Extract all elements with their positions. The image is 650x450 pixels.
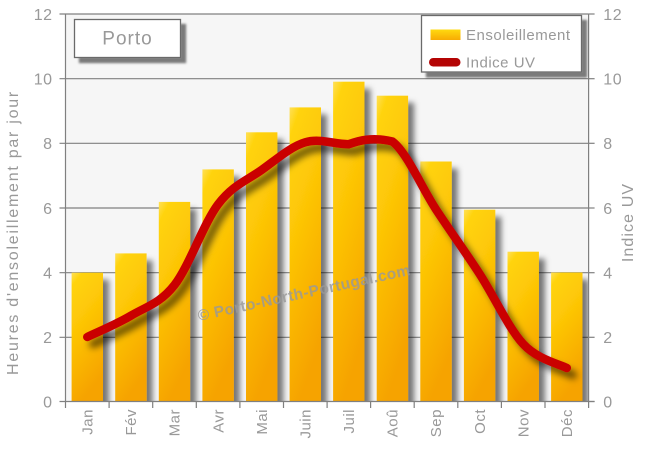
svg-text:4: 4 [603,266,612,283]
svg-text:12: 12 [34,7,53,24]
svg-text:2: 2 [43,330,52,347]
svg-text:Sep: Sep [428,409,445,437]
svg-text:Ensoleillement: Ensoleillement [466,27,571,44]
svg-text:Mai: Mai [254,409,271,435]
svg-text:Juil: Juil [341,409,358,434]
svg-text:8: 8 [43,136,52,153]
svg-text:Indice UV: Indice UV [466,55,536,72]
svg-text:Juin: Juin [298,409,315,439]
svg-text:Heures d'ensoleillement par jo: Heures d'ensoleillement par jour [5,90,22,375]
svg-text:2: 2 [603,330,612,347]
svg-text:12: 12 [603,7,622,24]
svg-text:Déc: Déc [559,409,576,437]
svg-text:Nov: Nov [515,409,532,437]
svg-text:Aoû: Aoû [385,409,402,437]
svg-text:0: 0 [603,394,612,411]
svg-text:6: 6 [603,201,612,218]
svg-text:10: 10 [603,72,622,89]
svg-text:Porto: Porto [102,29,152,50]
svg-text:Jan: Jan [80,409,97,435]
svg-text:Mar: Mar [167,409,184,436]
svg-text:0: 0 [43,394,52,411]
svg-text:6: 6 [43,201,52,218]
svg-text:10: 10 [34,72,53,89]
svg-text:Avr: Avr [210,409,227,433]
svg-text:8: 8 [603,136,612,153]
svg-text:4: 4 [43,266,52,283]
svg-text:Indice UV: Indice UV [620,183,637,262]
svg-text:Fév: Fév [123,409,140,436]
svg-text:Oct: Oct [472,409,489,434]
